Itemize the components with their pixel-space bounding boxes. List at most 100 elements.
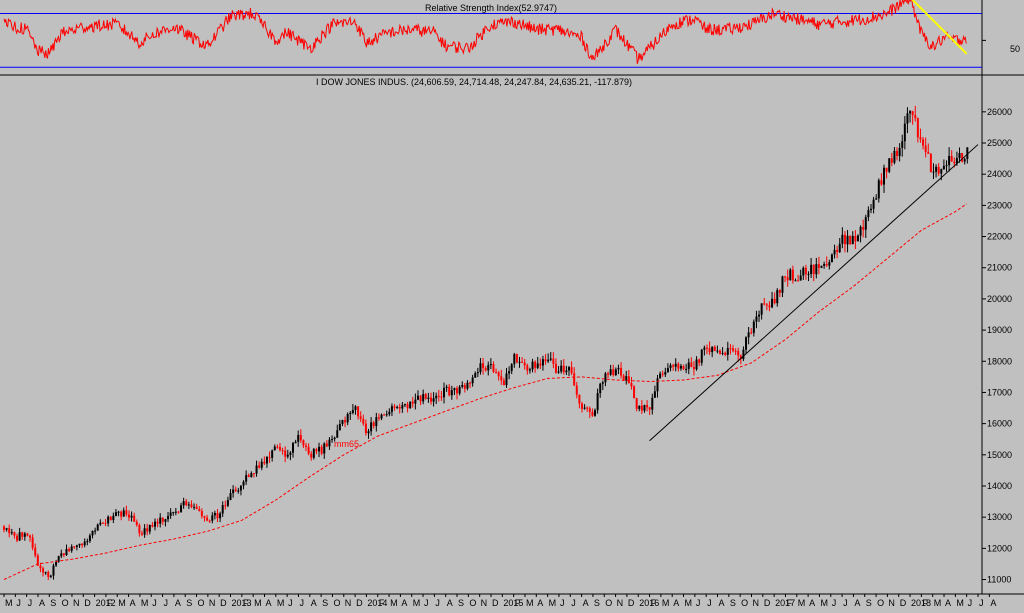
x-tick-label: J [843, 598, 848, 608]
candle-body [320, 446, 323, 454]
x-tick-label: N [73, 598, 80, 608]
candle-body [5, 528, 8, 530]
candle-body [726, 348, 729, 355]
rsi-title: Relative Strength Index(52.9747) [425, 3, 557, 13]
candle-body [961, 152, 964, 162]
candle-body [687, 362, 690, 369]
candle-body [182, 501, 185, 506]
candle-body [265, 457, 268, 464]
x-tick-label: A [311, 598, 317, 608]
candle-body [557, 371, 560, 373]
candle-body [758, 314, 761, 317]
candle-body [601, 382, 604, 384]
candle-body [138, 524, 141, 534]
x-tick-label: M [549, 598, 557, 608]
candle-body [435, 395, 438, 399]
candle-body [674, 363, 677, 367]
candle-body [953, 161, 956, 164]
candle-body [47, 572, 50, 577]
candle-body [633, 386, 636, 399]
candle-body [638, 405, 641, 409]
candle-body [448, 386, 451, 396]
candle-body [742, 349, 745, 360]
candle-body [677, 363, 680, 369]
candle-body [26, 533, 29, 536]
candle-body [903, 123, 906, 142]
candle-body [247, 475, 250, 478]
candle-body [401, 405, 404, 409]
candle-body [203, 516, 206, 518]
candle-body [627, 376, 630, 383]
candle-body [849, 235, 852, 245]
candle-body [890, 158, 893, 163]
candle-body [789, 269, 792, 281]
candle-body [833, 249, 836, 255]
candle-body [479, 363, 482, 373]
x-tick-label: O [877, 598, 884, 608]
candle-body [958, 152, 961, 159]
candle-body [193, 506, 196, 508]
x-tick-label: S [730, 598, 736, 608]
candle-body [836, 249, 839, 253]
x-tick-label: J [164, 598, 169, 608]
x-tick-label: M [118, 598, 126, 608]
candle-body [515, 354, 518, 363]
candle-body [841, 234, 844, 244]
candle-body [23, 533, 26, 537]
candle-body [672, 365, 675, 367]
x-tick-label: D [84, 598, 91, 608]
candle-body [705, 347, 708, 349]
x-tick-label: F [107, 598, 113, 608]
candle-body [896, 150, 899, 157]
candle-body [661, 373, 664, 375]
candle-body [213, 512, 216, 516]
candle-body [692, 366, 695, 370]
candle-body [216, 512, 219, 519]
candle-body [273, 446, 276, 451]
candle-body [955, 158, 958, 164]
candle-body [547, 359, 550, 362]
candle-body [140, 533, 143, 535]
candle-body [531, 361, 534, 370]
candle-body [336, 430, 339, 438]
candle-body [609, 369, 612, 375]
candle-body [211, 515, 214, 521]
candle-body [229, 493, 232, 500]
candle-body [466, 382, 469, 389]
candle-body [333, 437, 336, 439]
candle-body [148, 524, 151, 532]
candle-body [443, 387, 446, 398]
x-tick-label: N [752, 598, 759, 608]
candle-body [622, 375, 625, 381]
candle-body [648, 407, 651, 410]
candle-body [302, 440, 305, 446]
x-tick-label: S [50, 598, 56, 608]
candle-body [554, 363, 557, 373]
candle-body [456, 388, 459, 394]
candle-body [521, 361, 524, 363]
candle-body [414, 399, 417, 404]
candle-body [502, 380, 505, 386]
candle-body [409, 401, 412, 409]
candle-body [916, 118, 919, 138]
candle-body [315, 449, 318, 452]
x-tick-label: A [990, 598, 996, 608]
candle-body [872, 199, 875, 209]
candle-body [909, 111, 912, 114]
candle-body [718, 350, 721, 354]
candle-body [406, 404, 409, 409]
candle-body [372, 422, 375, 427]
candle-body [250, 473, 253, 478]
candle-body [242, 481, 245, 486]
candle-body [747, 332, 750, 338]
candle-body [541, 359, 544, 366]
candle-body [646, 405, 649, 408]
candle-body [651, 397, 654, 410]
x-tick-label: M [526, 598, 534, 608]
candle-body [802, 267, 805, 276]
rsi-trendline [911, 0, 968, 55]
x-tick-label: M [5, 598, 13, 608]
x-tick-label: D [356, 598, 363, 608]
